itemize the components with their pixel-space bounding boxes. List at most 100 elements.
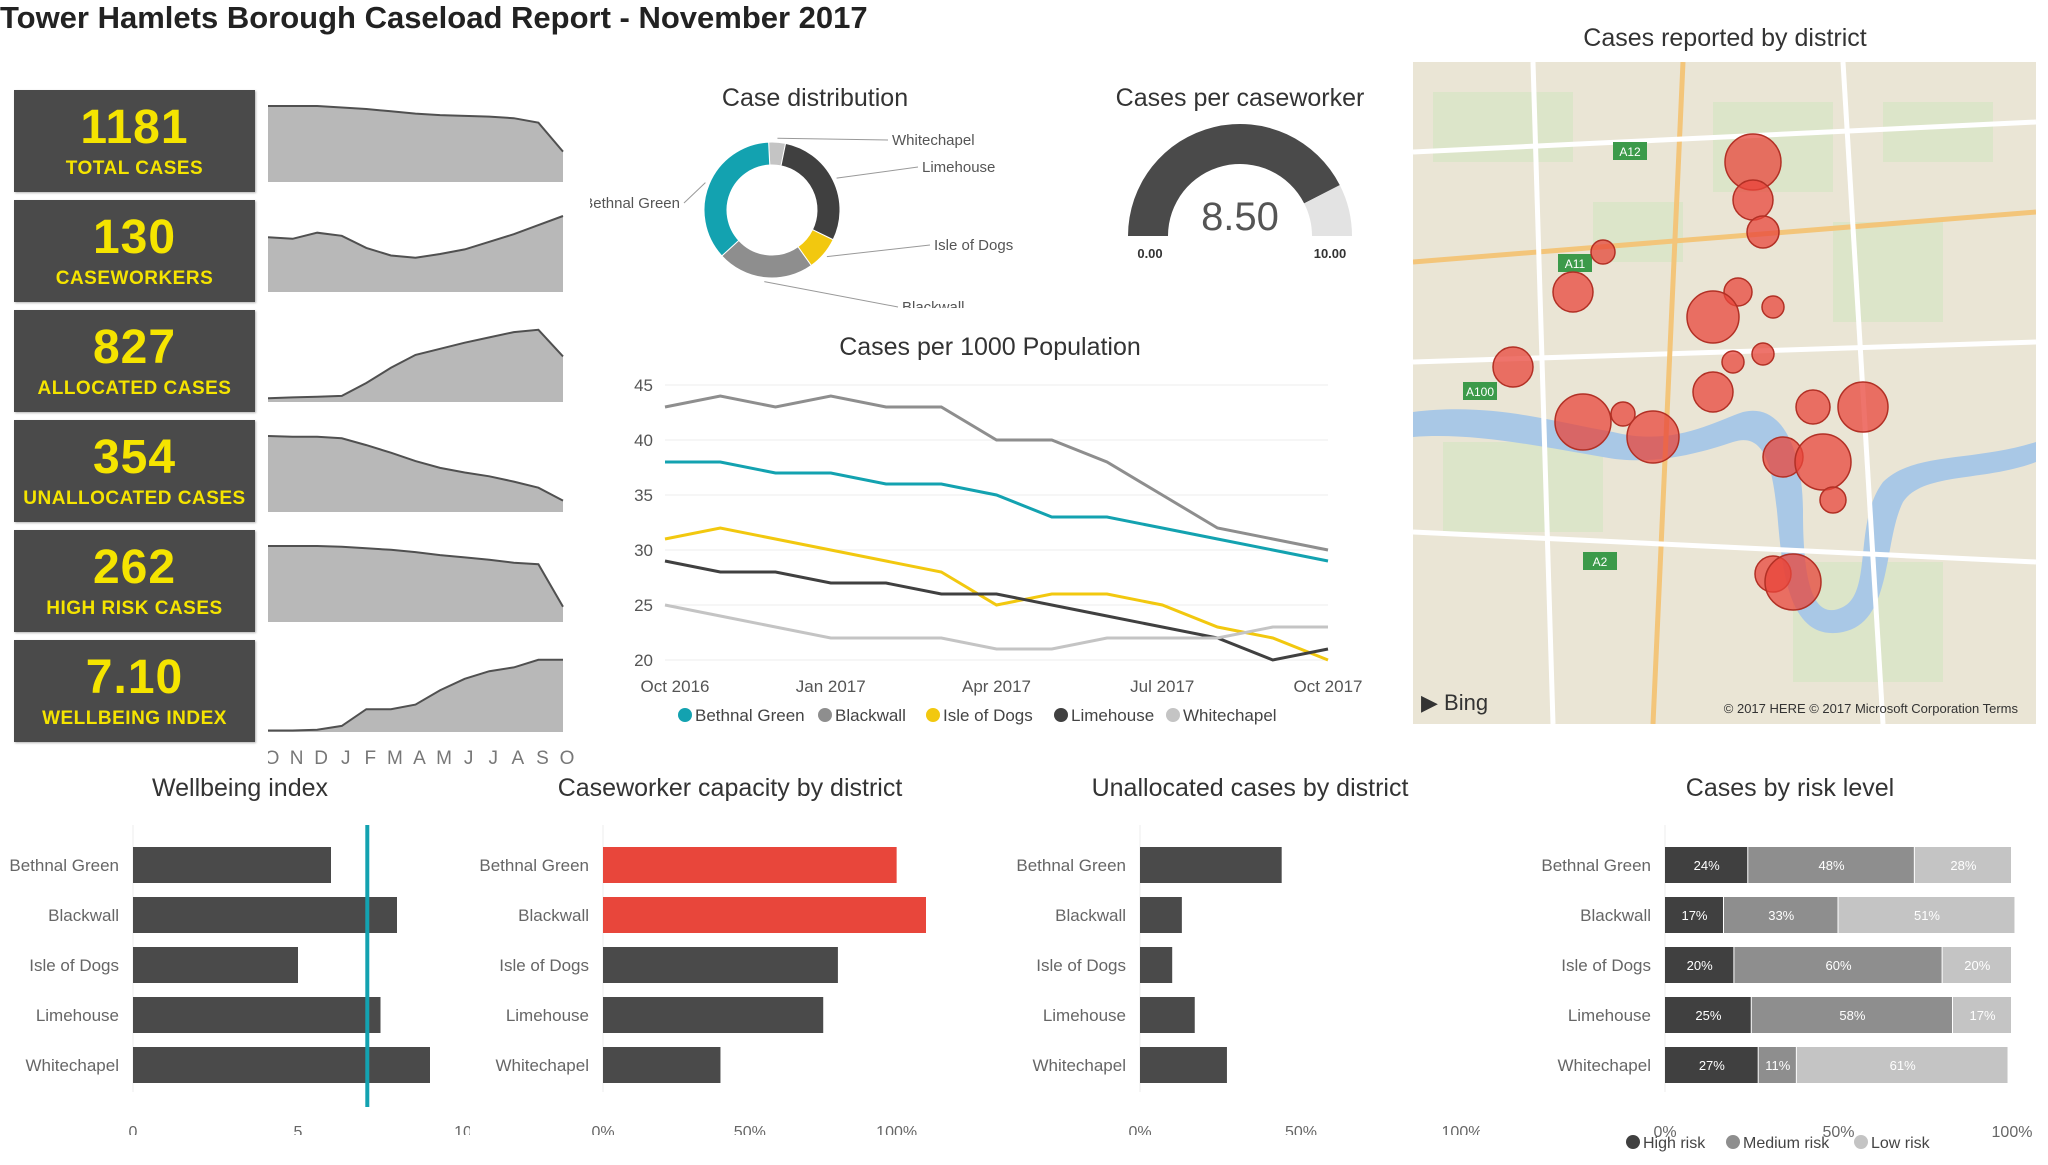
- category-label: Limehouse: [36, 1006, 119, 1025]
- bar[interactable]: [603, 947, 838, 983]
- stacked-bar-segment[interactable]: [1723, 897, 1838, 933]
- kpi-card[interactable]: 827 ALLOCATED CASES: [14, 310, 255, 412]
- case-bubble[interactable]: [1686, 290, 1740, 344]
- kpi-value: 1181: [80, 101, 189, 154]
- case-bubble[interactable]: [1819, 486, 1847, 514]
- stacked-bar-segment[interactable]: [1942, 947, 2011, 983]
- bar[interactable]: [1140, 997, 1195, 1033]
- bar[interactable]: [133, 1047, 430, 1083]
- legend-label[interactable]: Blackwall: [835, 706, 906, 725]
- x-tick-label: 50%: [734, 1124, 766, 1135]
- legend-label[interactable]: Bethnal Green: [695, 706, 805, 725]
- case-bubble[interactable]: [1554, 393, 1612, 451]
- kpi-label: HIGH RISK CASES: [46, 598, 223, 619]
- bar[interactable]: [133, 847, 331, 883]
- case-bubble[interactable]: [1552, 271, 1594, 313]
- case-bubble[interactable]: [1794, 433, 1852, 491]
- bar[interactable]: [133, 997, 381, 1033]
- legend-marker: [678, 708, 692, 722]
- case-bubble[interactable]: [1732, 179, 1774, 221]
- donut-label: Bethnal Green: [590, 195, 680, 212]
- bar[interactable]: [133, 947, 298, 983]
- bing-icon: ▶: [1421, 690, 1438, 715]
- case-bubble[interactable]: [1626, 410, 1680, 464]
- y-tick-label: 45: [634, 376, 653, 395]
- gauge-max-label: 10.00: [1314, 246, 1347, 261]
- case-bubble[interactable]: [1590, 239, 1616, 265]
- unallocated-by-district-chart: Bethnal Green Blackwall Isle of Dogs Limeho…: [1016, 825, 1480, 1135]
- district-map[interactable]: A12 A11 A100 A2 ▶ Bing © 2017 HERE © 2017 M…: [1413, 62, 2036, 724]
- stacked-bar-segment[interactable]: [1748, 847, 1914, 883]
- line-series[interactable]: [664, 394, 1329, 552]
- line-series[interactable]: [664, 603, 1328, 651]
- sparkline-line: [268, 215, 564, 259]
- x-tick-label: 0: [129, 1124, 138, 1135]
- stacked-bar-segment[interactable]: [1953, 997, 2011, 1033]
- case-bubble[interactable]: [1492, 346, 1534, 388]
- bar[interactable]: [1140, 1047, 1227, 1083]
- legend-label[interactable]: Medium risk: [1743, 1135, 1830, 1152]
- stacked-bar-segment[interactable]: [1758, 1047, 1796, 1083]
- donut-slice[interactable]: [721, 239, 812, 279]
- case-bubble[interactable]: [1795, 389, 1831, 425]
- stacked-bar-segment[interactable]: [1665, 947, 1734, 983]
- kpi-card[interactable]: 262 HIGH RISK CASES: [14, 530, 255, 632]
- cases-per-caseworker-gauge: 8.50 0.00 10.00: [1128, 123, 1352, 261]
- case-bubble[interactable]: [1764, 553, 1822, 611]
- road-badge-label: A12: [1619, 145, 1641, 159]
- case-bubble[interactable]: [1692, 371, 1734, 413]
- bar[interactable]: [603, 897, 926, 933]
- category-label: Blackwall: [1055, 906, 1126, 925]
- case-bubble[interactable]: [1610, 401, 1636, 427]
- stacked-bar-segment[interactable]: [1665, 897, 1723, 933]
- bar[interactable]: [1140, 847, 1282, 883]
- bar[interactable]: [133, 897, 397, 933]
- stacked-bar-segment[interactable]: [1665, 1047, 1758, 1083]
- legend-label[interactable]: High risk: [1643, 1135, 1706, 1152]
- case-bubble[interactable]: [1746, 215, 1780, 249]
- line-series[interactable]: [664, 526, 1329, 662]
- category-label: Bethnal Green: [1016, 856, 1126, 875]
- stacked-bar-segment[interactable]: [1734, 947, 1942, 983]
- line-series[interactable]: [664, 559, 1329, 662]
- bar[interactable]: [603, 1047, 721, 1083]
- case-bubble[interactable]: [1837, 381, 1889, 433]
- case-bubble[interactable]: [1761, 295, 1785, 319]
- map-road: [1413, 209, 2036, 265]
- stacked-bar-segment[interactable]: [1665, 997, 1751, 1033]
- road-badge-label: A2: [1593, 555, 1608, 569]
- case-bubble[interactable]: [1721, 350, 1745, 374]
- x-tick-label: 100%: [876, 1124, 917, 1135]
- bar[interactable]: [603, 847, 897, 883]
- stacked-bar-segment[interactable]: [1796, 1047, 2008, 1083]
- bar[interactable]: [1140, 947, 1173, 983]
- category-label: Blackwall: [1580, 906, 1651, 925]
- case-bubble[interactable]: [1751, 342, 1775, 366]
- donut-slice[interactable]: [703, 141, 771, 257]
- legend-marker: [1054, 708, 1068, 722]
- sparkline-line: [268, 658, 563, 732]
- stacked-bar-segment[interactable]: [1914, 847, 2011, 883]
- kpi-card[interactable]: 354 UNALLOCATED CASES: [14, 420, 255, 522]
- category-label: Whitechapel: [25, 1056, 119, 1075]
- kpi-card[interactable]: 7.10 WELLBEING INDEX: [14, 640, 255, 742]
- stacked-bar-segment[interactable]: [1665, 847, 1748, 883]
- category-label: Blackwall: [518, 906, 589, 925]
- stacked-bar-segment[interactable]: [1838, 897, 2015, 933]
- legend-label[interactable]: Whitechapel: [1183, 706, 1277, 725]
- legend-marker: [926, 708, 940, 722]
- legend-label[interactable]: Low risk: [1871, 1135, 1931, 1152]
- bar[interactable]: [1140, 897, 1182, 933]
- bar[interactable]: [603, 997, 824, 1033]
- kpi-card[interactable]: 1181 TOTAL CASES: [14, 90, 255, 192]
- legend-label[interactable]: Limehouse: [1071, 706, 1154, 725]
- sparkline-month-label: M: [387, 748, 403, 769]
- line-series[interactable]: [665, 460, 1329, 563]
- bing-logo: ▶ Bing: [1421, 690, 1488, 716]
- map-road: [1530, 62, 1556, 724]
- legend-label[interactable]: Isle of Dogs: [943, 706, 1033, 725]
- donut-slice[interactable]: [780, 142, 841, 241]
- donut-leader-line: [826, 244, 931, 258]
- stacked-bar-segment[interactable]: [1751, 997, 1953, 1033]
- kpi-card[interactable]: 130 CASEWORKERS: [14, 200, 255, 302]
